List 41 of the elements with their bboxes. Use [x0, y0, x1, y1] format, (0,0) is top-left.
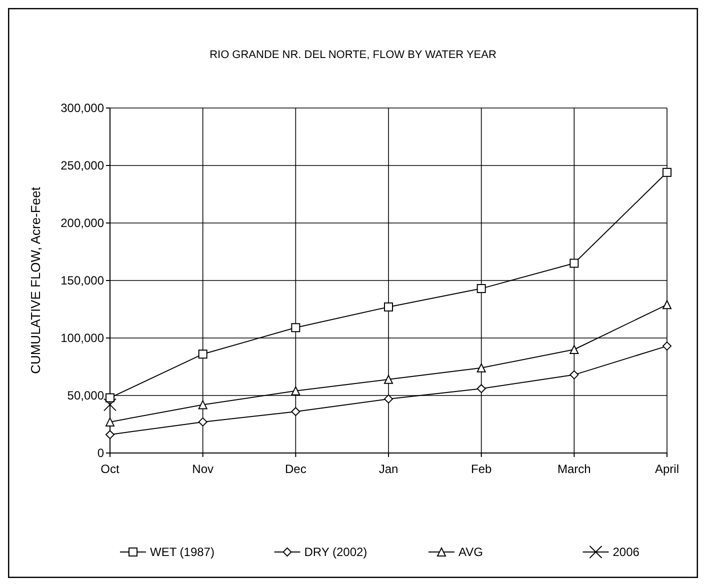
x-tick-label: April [654, 462, 680, 476]
point [198, 350, 208, 359]
point [384, 302, 393, 312]
point [291, 323, 300, 332]
x-tick-label: Jan [378, 462, 398, 476]
point [476, 363, 486, 372]
x-tick-label: Nov [192, 462, 214, 476]
x-tick-label: Oct [100, 462, 120, 476]
point [198, 400, 208, 410]
x-tick-label: March [557, 462, 591, 476]
y-tick-label: 200,000 [60, 216, 104, 230]
y-tick-label: 0 [97, 446, 104, 460]
point [104, 398, 116, 412]
point [662, 342, 672, 351]
legend-label: DRY (2002) [304, 545, 368, 560]
legend-label: WET (1987) [150, 545, 214, 560]
point [106, 430, 114, 440]
x-tick-label: Feb [470, 462, 492, 476]
point [291, 386, 300, 396]
point [106, 393, 114, 402]
legend-label: 2006 [612, 545, 640, 560]
y-tick-label: 300,000 [60, 101, 104, 116]
y-tick-label: 150,000 [60, 274, 104, 288]
legend-label: AVG [458, 545, 483, 560]
y-tick-label: 250,000 [60, 158, 104, 173]
x-tick-label: Dec [284, 462, 306, 476]
point [570, 345, 579, 354]
point [198, 417, 208, 426]
point [662, 300, 672, 310]
point [570, 370, 579, 380]
point [384, 394, 393, 404]
chart-title: RIO GRANDE NR. DEL NORTE, FLOW BY WATER YEAR [210, 49, 496, 61]
point [476, 384, 486, 394]
point [662, 168, 672, 177]
point [384, 374, 393, 384]
point [476, 284, 486, 294]
y-tick-label: 50,000 [67, 388, 104, 403]
y-axis-title: CUMULATIVE FLOW, Acre-Feet [28, 186, 43, 374]
point [570, 258, 579, 268]
y-tick-label: 100,000 [60, 331, 104, 346]
point [291, 407, 300, 416]
